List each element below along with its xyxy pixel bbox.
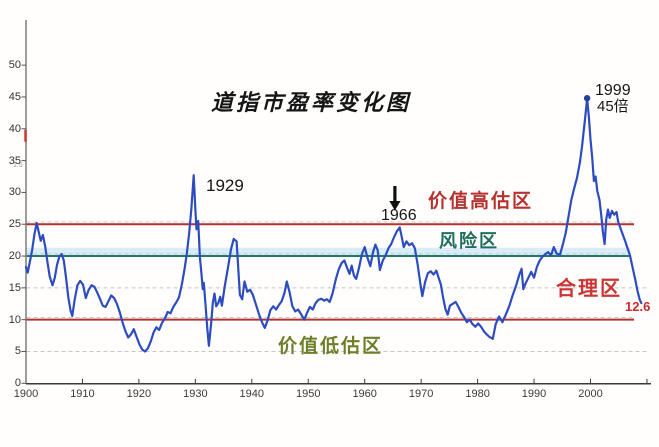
y-axis-minor-text: 1.5 bbox=[13, 162, 23, 169]
y-tick-label-20: 20 bbox=[8, 250, 21, 263]
y-tick-label-30: 30 bbox=[8, 186, 21, 199]
x-tick-label-1920: 1920 bbox=[126, 388, 152, 400]
x-tick-label-1960: 1960 bbox=[352, 388, 377, 400]
pe-ratio-line bbox=[24, 97, 643, 353]
y-tick-label-40: 40 bbox=[8, 122, 21, 135]
x-tick-label-1910: 1910 bbox=[70, 388, 95, 400]
y-tick-label-5: 5 bbox=[14, 345, 21, 358]
annotation-end-value: 12.6 bbox=[625, 299, 651, 314]
x-tick-label-2000: 2000 bbox=[578, 388, 603, 400]
annotation-45x-value: 45倍 bbox=[597, 98, 629, 115]
chart-title: 道指市盈率变化图 bbox=[211, 90, 412, 116]
zone-label-risk: 风险区 bbox=[439, 231, 499, 252]
y-tick-label-0: 0 bbox=[14, 377, 21, 390]
down-arrow-icon bbox=[393, 186, 397, 202]
annotation-1929-peak: 1929 bbox=[206, 176, 244, 195]
zone-label-fair: 合理区 bbox=[556, 276, 622, 300]
x-tick-label-1900: 1900 bbox=[13, 388, 39, 400]
y-tick-label-35: 35 bbox=[8, 154, 21, 167]
peak-1999-marker bbox=[583, 95, 591, 102]
y-tick-label-50: 50 bbox=[8, 59, 21, 72]
x-tick-label-1980: 1980 bbox=[465, 388, 490, 400]
zone-label-undervalued: 价值低估区 bbox=[278, 335, 384, 357]
risk-band bbox=[26, 247, 631, 257]
y-tick-label-25: 25 bbox=[8, 218, 21, 231]
down-arrow-head-icon bbox=[389, 201, 401, 211]
x-tick-label-1940: 1940 bbox=[239, 388, 265, 400]
annotation-1966-peak: 1966 bbox=[381, 207, 417, 224]
zone-label-overvalued: 价值高估区 bbox=[428, 190, 534, 212]
y-tick-label-15: 15 bbox=[8, 281, 21, 294]
x-tick-label-1930: 1930 bbox=[183, 388, 208, 400]
y-tick-label-45: 45 bbox=[8, 90, 21, 103]
x-tick-label-1990: 1990 bbox=[521, 388, 547, 400]
x-tick-label-1950: 1950 bbox=[296, 388, 321, 400]
y-tick-label-10: 10 bbox=[8, 313, 21, 326]
x-tick-label-1970: 1970 bbox=[408, 388, 434, 400]
annotation-1999-peak: 1999 bbox=[595, 82, 631, 99]
